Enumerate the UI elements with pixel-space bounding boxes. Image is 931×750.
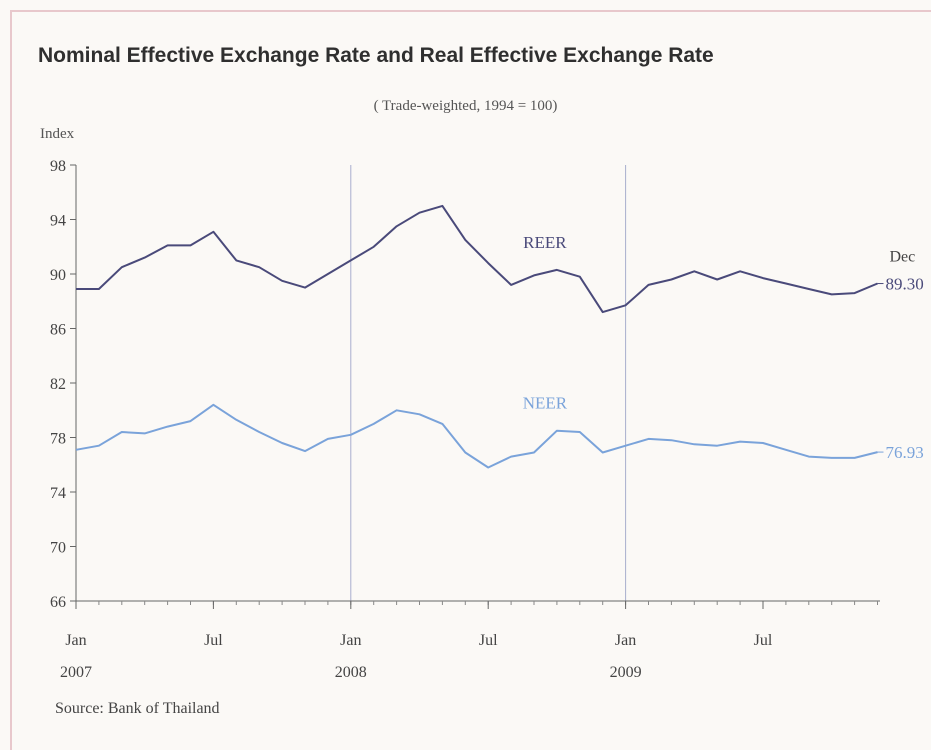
source-note: Source: Bank of Thailand	[55, 700, 220, 717]
y-tick-label: 90	[50, 267, 66, 284]
y-tick-label: 66	[50, 594, 66, 611]
x-tick-label: Jan	[615, 632, 636, 649]
y-tick-label: 94	[50, 213, 66, 230]
series-line-neer	[75, 403, 878, 469]
y-tick-label: 86	[50, 322, 66, 339]
x-tick-label: Jul	[479, 632, 498, 649]
end-value-label-reer: 89.30	[886, 275, 924, 294]
x-tick-year-label: 2008	[335, 664, 367, 681]
series-label-neer: NEER	[523, 394, 568, 413]
y-tick-label: 82	[50, 376, 66, 393]
x-tick-label: Jan	[65, 632, 86, 649]
y-tick-label: 74	[50, 485, 66, 502]
y-tick-label: 70	[50, 540, 66, 557]
x-tick-label: Jul	[204, 632, 223, 649]
y-axis-label: Index	[40, 126, 75, 142]
chart-frame	[10, 10, 931, 750]
x-tick-label: Jan	[340, 632, 361, 649]
y-tick-label: 78	[50, 431, 66, 448]
chart-title: Nominal Effective Exchange Rate and Real…	[38, 44, 714, 67]
end-value-label-neer: 76.93	[886, 443, 924, 462]
series-line-reer	[76, 204, 878, 314]
y-tick-label: 98	[50, 158, 66, 175]
x-tick-year-label: 2007	[60, 664, 92, 681]
dec-annotation: Dec	[890, 249, 916, 266]
x-tick-year-label: 2009	[610, 664, 642, 681]
line-chart: 66 70 74 78 82 86 90 94 98 Jan 2007 Jul Jan 2008 Jul Ja…	[50, 158, 924, 681]
chart-subtitle: ( Trade-weighted, 1994 = 100)	[373, 98, 558, 114]
x-tick-label: Jul	[754, 632, 773, 649]
series-label-reer: REER	[523, 233, 567, 252]
